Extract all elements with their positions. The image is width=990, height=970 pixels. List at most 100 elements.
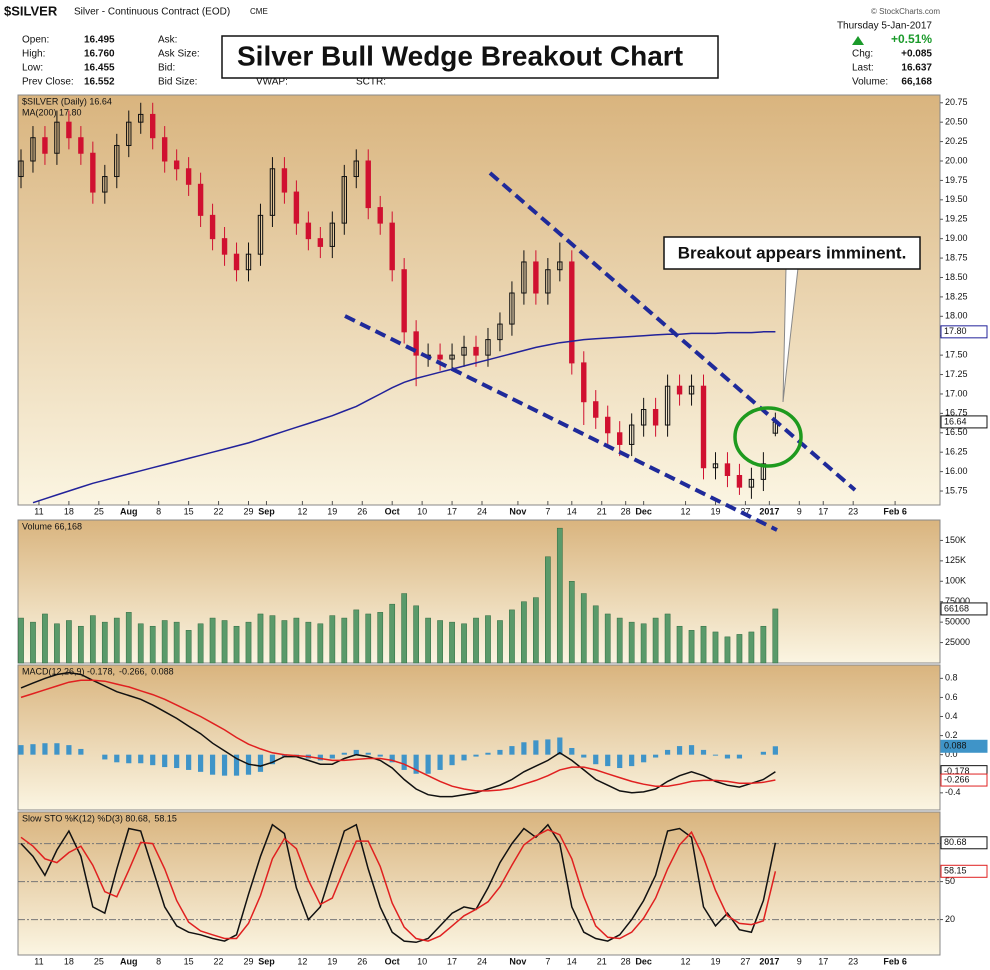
- candle-body: [605, 416, 611, 434]
- bar: [580, 593, 587, 664]
- candle-body: [150, 113, 156, 139]
- y-tick-label: 100K: [945, 576, 966, 586]
- bar: [269, 615, 276, 664]
- candle-body: [569, 261, 575, 364]
- bar: [30, 744, 36, 755]
- candle-body: [138, 113, 144, 123]
- callout-box: [663, 236, 921, 270]
- bar: [449, 754, 455, 766]
- bar: [126, 754, 132, 764]
- bar: [545, 556, 551, 664]
- candle-body: [760, 463, 767, 480]
- bar: [581, 754, 587, 758]
- candle-body: [640, 408, 647, 426]
- stat-value: 66,168: [901, 77, 932, 88]
- candle-body: [245, 253, 252, 271]
- bar: [616, 617, 623, 664]
- candle-body: [114, 144, 120, 178]
- x-tick-label: Sep: [258, 506, 275, 516]
- bar: [724, 636, 731, 664]
- candle-body: [449, 354, 455, 360]
- bar: [605, 754, 611, 767]
- x-tick-label: 27: [740, 956, 750, 966]
- legend-entry: 58.15: [154, 813, 177, 823]
- panel: [17, 519, 941, 664]
- bar: [617, 754, 623, 769]
- field-label: Prev Close:: [22, 77, 74, 88]
- bar: [365, 613, 372, 664]
- candle-body: [736, 474, 743, 488]
- bar: [257, 754, 264, 772]
- description: Silver - Continuous Contract (EOD): [74, 7, 230, 18]
- candle-body: [221, 238, 228, 255]
- sctr-label: SCTR:: [356, 77, 386, 88]
- bar: [413, 754, 419, 774]
- candle-body: [485, 339, 491, 356]
- x-tick-label: Feb 6: [883, 956, 907, 966]
- bar: [233, 754, 240, 776]
- bar: [521, 742, 527, 755]
- field-value: 16.760: [84, 49, 115, 60]
- x-tick-label: 23: [848, 506, 858, 516]
- candle-body: [365, 160, 371, 209]
- x-tick-label: 26: [357, 956, 367, 966]
- x-tick-label: Dec: [635, 956, 652, 966]
- bar: [162, 754, 168, 768]
- x-tick-label: Nov: [509, 506, 526, 516]
- candle-body: [748, 478, 755, 488]
- candle-body: [233, 253, 240, 271]
- candle-body: [593, 401, 599, 418]
- value-tag-label: -0.266: [944, 774, 970, 784]
- x-tick-label: 26: [357, 506, 367, 516]
- bar: [138, 754, 144, 764]
- bar: [389, 603, 396, 664]
- field-label: Low:: [22, 63, 43, 74]
- bar: [377, 612, 384, 664]
- candle-body: [329, 222, 336, 247]
- bar: [521, 601, 527, 664]
- y-tick-label: 20.25: [945, 136, 968, 146]
- x-tick-label: 17: [818, 506, 828, 516]
- series-line: [20, 679, 776, 792]
- bar: [557, 737, 563, 755]
- candle-body: [30, 137, 36, 162]
- value-tag-label: 80.68: [944, 837, 967, 847]
- bar: [545, 739, 551, 755]
- field-label: High:: [22, 49, 45, 60]
- bar: [449, 621, 455, 664]
- bar: [365, 752, 371, 755]
- candle-body: [628, 424, 635, 445]
- bar: [186, 754, 192, 770]
- bar: [533, 740, 539, 755]
- wedge-lower: [344, 314, 778, 532]
- y-tick-label: 50000: [945, 617, 970, 627]
- candle-body: [461, 346, 467, 356]
- title-box: [221, 35, 719, 79]
- bar: [54, 743, 60, 755]
- breakout-circle: [733, 406, 803, 468]
- bar: [18, 617, 24, 664]
- x-tick-label: 29: [243, 506, 253, 516]
- bar: [209, 617, 216, 664]
- x-tick-label: 19: [710, 956, 720, 966]
- x-tick-label: Oct: [385, 506, 400, 516]
- candle-body: [652, 408, 659, 426]
- series-line: [32, 331, 776, 504]
- bar: [353, 609, 360, 664]
- candle-body: [66, 121, 72, 139]
- candle-body: [90, 152, 96, 193]
- bar: [653, 754, 659, 758]
- bar: [197, 623, 204, 664]
- candle-body: [413, 331, 419, 356]
- bar: [509, 609, 515, 664]
- candle-body: [305, 222, 312, 240]
- x-tick-label: 9: [797, 506, 802, 516]
- bar: [305, 621, 312, 664]
- y-tick-label: 0.6: [945, 692, 958, 702]
- candle-body: [688, 385, 695, 395]
- wedge-upper: [488, 171, 857, 492]
- y-tick-label: 16.25: [945, 447, 968, 457]
- y-tick-label: -0.4: [945, 787, 961, 797]
- candle-body: [664, 385, 671, 426]
- y-tick-label: 20: [945, 914, 955, 924]
